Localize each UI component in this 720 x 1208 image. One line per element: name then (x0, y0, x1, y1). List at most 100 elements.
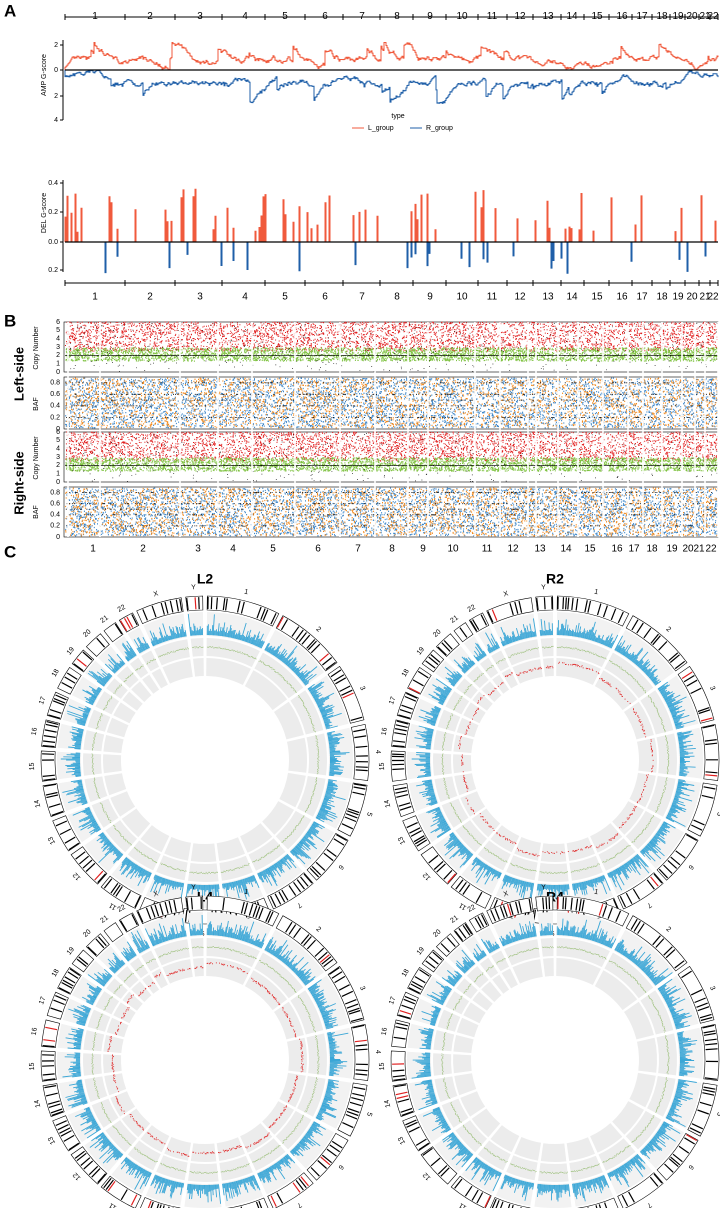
cn-track (95, 991, 120, 1015)
cn-track (82, 753, 102, 776)
circos-chromosome-label: 15 (29, 1062, 36, 1070)
y-tick-label: 0 (56, 426, 60, 433)
chromosome-label: 15 (591, 292, 603, 303)
cn-track (87, 1009, 111, 1032)
ideogram-sector (100, 875, 142, 909)
cn-track (514, 1137, 541, 1161)
cn-track (164, 1137, 191, 1161)
cn-track (656, 733, 677, 776)
cn-track (434, 1076, 458, 1103)
circos-plot: 12345678910111213141516171819202122XY (29, 884, 381, 1208)
ideogram-sector (556, 595, 630, 627)
circos-chromosome-label: 11 (458, 901, 468, 911)
y-tick-label: 2 (56, 352, 60, 359)
ideogram-sector (617, 1172, 664, 1208)
circos-title: L2 (197, 571, 214, 587)
cn-track (110, 791, 136, 817)
chromosome-label: 13 (534, 544, 546, 555)
cn-track (501, 968, 518, 989)
y-tick-label: 2 (54, 93, 58, 100)
chromosome-label: 6 (322, 11, 328, 22)
chromosome-label: 16 (616, 11, 628, 22)
amp-l-signal (64, 42, 719, 70)
chromosome-label: 10 (456, 11, 468, 22)
cn-track (624, 1001, 654, 1040)
cn-track (91, 798, 119, 828)
cn-track (556, 938, 610, 968)
circos-chromosome-label: 18 (401, 968, 411, 978)
cn-track (113, 1002, 136, 1024)
circos-chromosome-label: 17 (388, 996, 397, 1006)
cn-track (129, 957, 149, 979)
chromosome-label: 16 (611, 544, 623, 555)
circos-chromosome-label: 15 (379, 762, 386, 770)
chromosome-label: 11 (487, 292, 498, 303)
cn-track (445, 991, 470, 1015)
cn-frame (63, 321, 719, 373)
cn-track (556, 638, 610, 668)
y-tick-label: 4 (56, 446, 60, 453)
circos-title: R2 (546, 571, 564, 587)
axis-label: BAF (33, 505, 40, 519)
y-tick-label: 0.4 (50, 512, 60, 519)
chromosome-label: 19 (672, 11, 684, 22)
cn-track (569, 1155, 603, 1181)
ideogram-bands (392, 897, 719, 1208)
chromosome-label: 11 (487, 11, 498, 22)
circos-chromosome-label: 18 (401, 668, 411, 678)
axis-label: AMP G-score (41, 54, 48, 96)
axis-label: BAF (33, 397, 40, 411)
cn-track (612, 801, 644, 835)
chromosome-label: 3 (197, 11, 203, 22)
cn-track (432, 1053, 452, 1076)
ideogram-sector (450, 875, 492, 909)
cn-track (140, 825, 170, 853)
circos-chromosome-label: 13 (47, 1135, 57, 1145)
cn-track (104, 1073, 127, 1096)
y-tick-label: 0.6 (50, 501, 60, 508)
chromosome-label: 22 (707, 11, 719, 22)
cn-track (456, 1017, 479, 1038)
circos-chromosome-label: 4 (374, 750, 381, 754)
cn-track (188, 1163, 219, 1182)
cn-track (504, 939, 540, 966)
cn-track (445, 691, 470, 715)
circos-chromosome-label: 3 (358, 985, 366, 992)
cn-track (164, 837, 191, 861)
ideogram-sector (57, 666, 82, 695)
cn-track (460, 791, 486, 817)
ideogram-sector (85, 633, 110, 657)
circos-chromosome-label: 4 (374, 1050, 381, 1054)
y-tick-label: 0.2 (50, 414, 60, 421)
cn-frame (63, 431, 719, 483)
circos-plot: 12345678910111213141516171819202122XY (29, 584, 381, 936)
hist-track (434, 831, 474, 872)
chromosome-label: 2 (140, 544, 146, 555)
ideogram-sector (453, 922, 474, 943)
cn-track (456, 678, 478, 699)
cn-track (188, 863, 219, 882)
chromosome-label: 12 (507, 544, 519, 555)
circos-chromosome-label: 12 (72, 871, 82, 882)
y-tick-label: 0.8 (50, 489, 60, 496)
cn-loss-dots (458, 661, 654, 857)
ideogram-sector (392, 783, 415, 817)
chromosome-label: 3 (197, 292, 203, 303)
cn-track (104, 773, 127, 796)
circos-chromosome-label: 18 (51, 668, 61, 678)
chromosome-label: 6 (315, 544, 321, 555)
circos-chromosome-label: 17 (388, 696, 397, 706)
ideogram-sector (396, 991, 419, 1020)
chromosome-label: 20 (686, 292, 698, 303)
cn-track (454, 1073, 477, 1096)
chromosome-label: 14 (566, 11, 578, 22)
chromosome-label: 21 (693, 544, 705, 555)
circos-chromosome-label: 22 (117, 904, 127, 914)
circos-chromosome-label: 6 (687, 863, 695, 870)
cn-track (455, 1120, 487, 1153)
cn-track (437, 709, 461, 732)
ideogram-sector (390, 1050, 407, 1082)
cn-track (466, 666, 489, 689)
chromosome-label: 5 (282, 11, 288, 22)
cn-track (490, 825, 520, 853)
